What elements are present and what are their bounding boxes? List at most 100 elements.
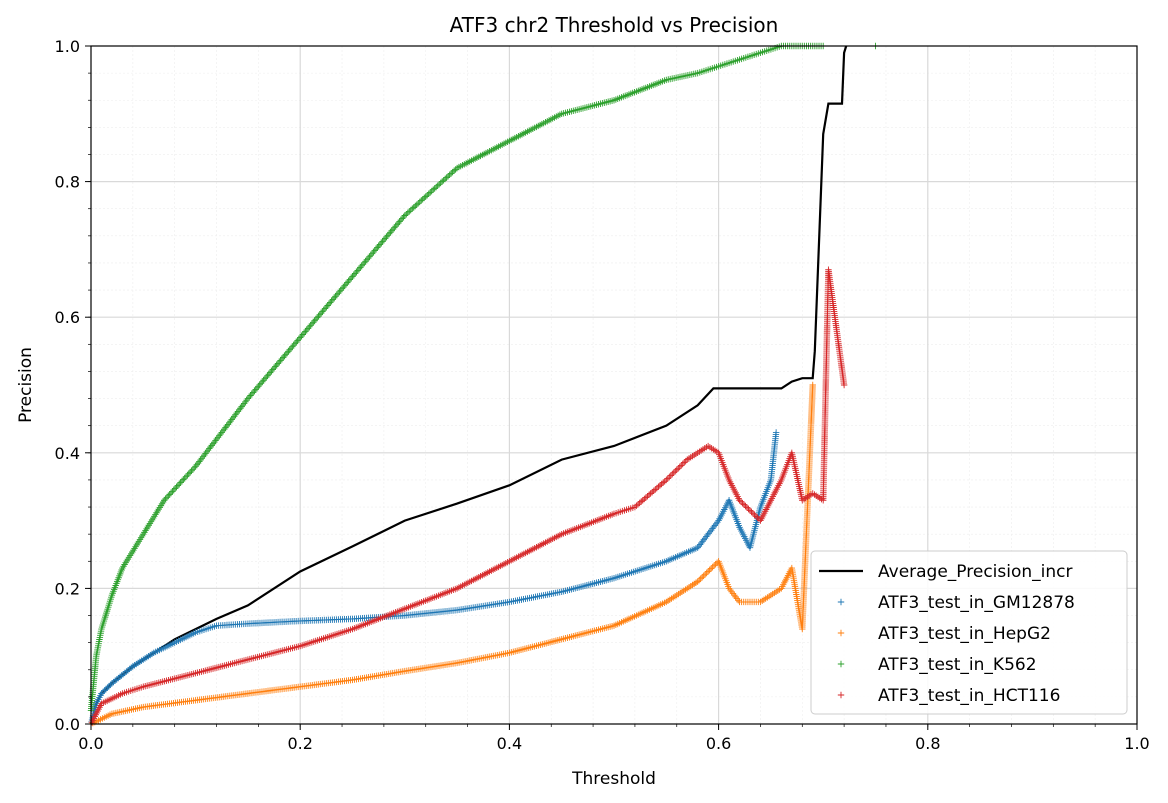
point-atf3-test-in-k562: [372, 245, 380, 253]
x-tick-label: 0.4: [497, 734, 522, 753]
point-atf3-test-in-hct116: [659, 479, 667, 486]
point-atf3-test-in-k562: [286, 346, 293, 353]
point-atf3-test-in-hct116: [675, 465, 682, 472]
point-atf3-test-in-k562: [167, 489, 175, 497]
point-atf3-test-in-k562: [295, 335, 303, 343]
point-atf3-test-in-k562: [253, 384, 261, 392]
point-atf3-test-in-hepg2: [709, 563, 716, 571]
point-atf3-test-in-k562: [327, 299, 334, 306]
point-atf3-test-in-k562: [330, 294, 338, 302]
point-atf3-test-in-k562: [213, 435, 220, 443]
point-atf3-test-in-k562: [181, 474, 188, 482]
x-tick-label: 0.2: [287, 734, 312, 753]
point-atf3-test-in-hct116: [138, 684, 145, 691]
point-atf3-test-in-k562: [97, 627, 105, 635]
point-atf3-test-in-k562: [278, 355, 286, 363]
plot-series: [87, 42, 879, 728]
point-atf3-test-in-k562: [299, 331, 307, 338]
point-atf3-test-in-k562: [118, 566, 125, 574]
chart-title: ATF3 chr2 Threshold vs Precision: [450, 13, 779, 37]
point-atf3-test-in-k562: [375, 242, 382, 250]
point-atf3-test-in-k562: [244, 395, 252, 402]
point-atf3-test-in-k562: [350, 271, 358, 279]
point-atf3-test-in-k562: [329, 296, 337, 303]
point-atf3-test-in-k562: [272, 363, 279, 370]
point-atf3-test-in-hct116: [682, 457, 689, 465]
point-atf3-test-in-k562: [403, 210, 410, 218]
point-atf3-test-in-k562: [169, 488, 176, 495]
point-atf3-test-in-k562: [363, 256, 371, 263]
point-atf3-test-in-k562: [366, 253, 373, 260]
point-atf3-test-in-k562: [282, 351, 290, 358]
point-atf3-test-in-k562: [370, 248, 377, 256]
point-atf3-test-in-k562: [264, 372, 271, 379]
point-atf3-test-in-gm12878: [110, 678, 117, 686]
point-atf3-test-in-k562: [429, 186, 437, 193]
x-tick-label: 0.8: [915, 734, 940, 753]
legend-marker-swatch: [837, 660, 845, 668]
point-atf3-test-in-k562: [211, 438, 218, 446]
point-atf3-test-in-k562: [312, 316, 320, 323]
y-axis-ticks: 0.0 0.2 0.4 0.6 0.8 1.0: [55, 37, 91, 734]
line-average-precision-incr: [89, 45, 848, 725]
point-atf3-test-in-k562: [328, 297, 335, 305]
point-atf3-test-in-k562: [321, 305, 329, 312]
point-atf3-test-in-k562: [395, 219, 402, 227]
series-atf3-test-in-hct116: [87, 266, 848, 728]
point-atf3-test-in-gm12878: [190, 630, 197, 637]
point-atf3-test-in-gm12878: [102, 685, 110, 693]
point-atf3-test-in-gm12878: [169, 640, 176, 647]
point-atf3-test-in-k562: [444, 172, 452, 180]
legend-label: ATF3_test_in_HCT116: [878, 686, 1060, 706]
point-atf3-test-in-gm12878: [111, 677, 119, 684]
point-atf3-test-in-k562: [323, 303, 330, 311]
point-atf3-test-in-hepg2: [294, 683, 302, 691]
point-atf3-test-in-k562: [165, 492, 172, 500]
point-atf3-test-in-k562: [199, 453, 207, 460]
point-atf3-test-in-hepg2: [608, 622, 616, 630]
point-atf3-test-in-k562: [269, 366, 276, 373]
point-atf3-test-in-k562: [661, 77, 668, 84]
point-atf3-test-in-k562: [344, 279, 351, 286]
point-atf3-test-in-hepg2: [242, 690, 250, 697]
point-atf3-test-in-k562: [234, 408, 242, 415]
y-tick-label: 0.2: [55, 579, 80, 598]
point-atf3-test-in-hepg2: [556, 636, 563, 643]
point-atf3-test-in-gm12878: [113, 676, 120, 683]
point-atf3-test-in-k562: [162, 495, 169, 502]
point-atf3-test-in-k562: [368, 250, 376, 257]
point-atf3-test-in-k562: [776, 43, 783, 50]
point-atf3-test-in-k562: [378, 239, 385, 247]
point-atf3-test-in-k562: [277, 357, 284, 364]
point-atf3-test-in-hct116: [504, 559, 511, 566]
point-atf3-test-in-k562: [409, 205, 416, 212]
point-atf3-test-in-k562: [392, 222, 399, 230]
point-atf3-test-in-gm12878: [116, 673, 124, 681]
point-atf3-test-in-k562: [346, 276, 354, 283]
point-atf3-test-in-hct116: [673, 466, 680, 473]
point-atf3-test-in-k562: [240, 400, 248, 407]
point-atf3-test-in-k562: [192, 463, 199, 470]
series-average-precision-incr: [89, 45, 848, 725]
point-atf3-test-in-k562: [209, 440, 217, 447]
point-atf3-test-in-hct116: [661, 478, 668, 485]
point-atf3-test-in-k562: [416, 198, 423, 206]
point-atf3-test-in-k562: [428, 187, 435, 195]
point-atf3-test-in-k562: [206, 445, 213, 452]
point-atf3-test-in-gm12878: [735, 522, 742, 529]
point-atf3-test-in-k562: [313, 314, 321, 321]
point-atf3-test-in-hct116: [749, 510, 757, 517]
point-atf3-test-in-gm12878: [123, 668, 130, 675]
point-atf3-test-in-hepg2: [695, 576, 703, 584]
point-atf3-test-in-k562: [383, 233, 390, 241]
point-atf3-test-in-k562: [311, 317, 318, 324]
point-atf3-test-in-k562: [191, 464, 198, 472]
point-atf3-test-in-hepg2: [701, 571, 709, 578]
point-atf3-test-in-hct116: [725, 474, 732, 482]
point-atf3-test-in-k562: [283, 349, 291, 356]
point-atf3-test-in-k562: [290, 341, 297, 349]
point-atf3-test-in-gm12878: [148, 650, 156, 658]
point-atf3-test-in-gm12878: [766, 478, 774, 486]
point-atf3-test-in-hct116: [658, 480, 665, 488]
point-atf3-test-in-k562: [338, 285, 346, 292]
